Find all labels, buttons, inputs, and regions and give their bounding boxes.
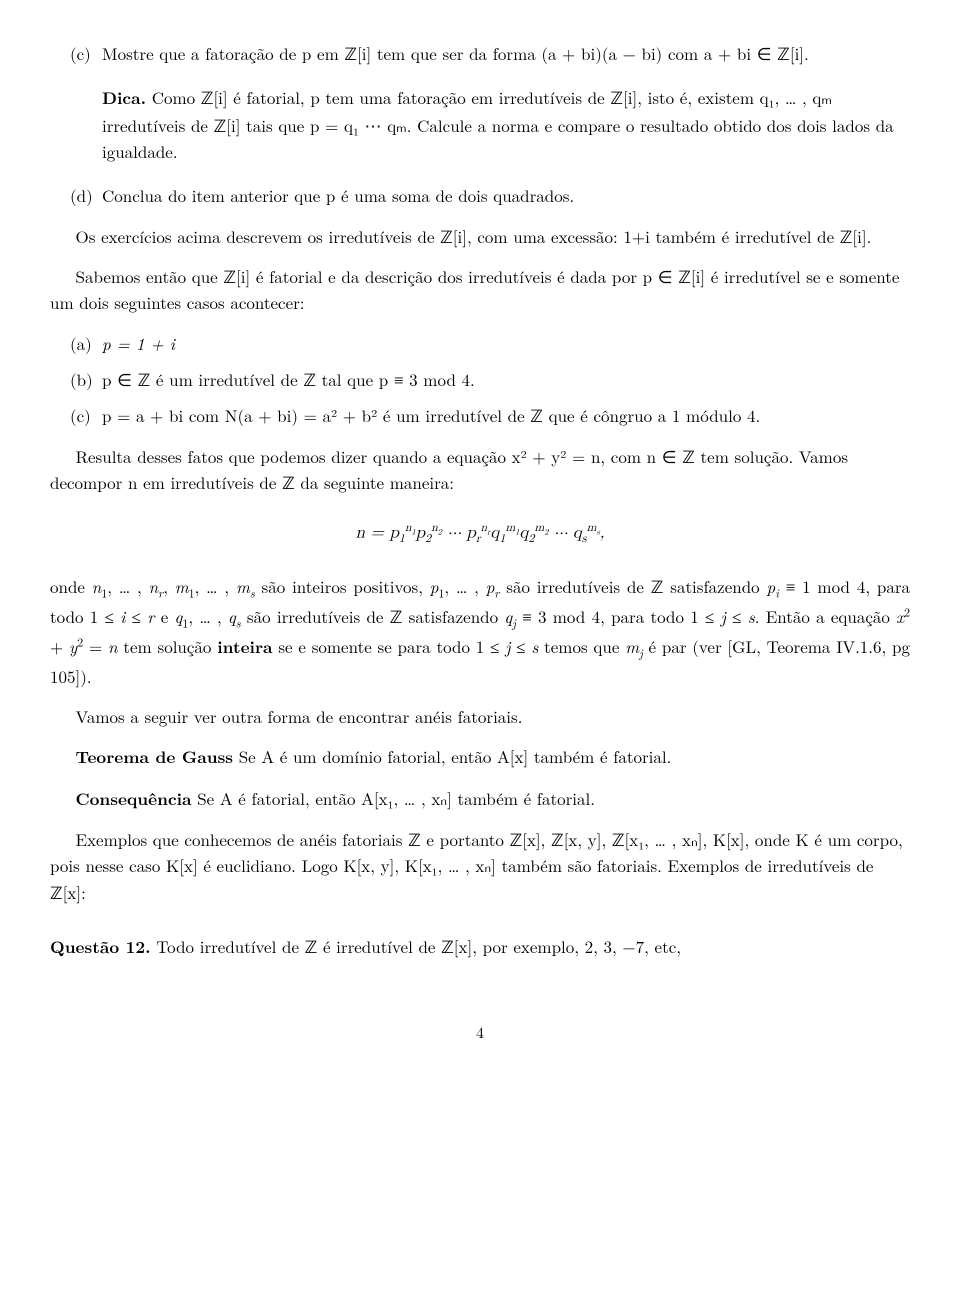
case-a-text: p = 1 + i — [102, 330, 910, 356]
exercise-item-c: (c) Mostre que a fatoração de p em ℤ[i] … — [50, 40, 910, 66]
case-b-text: p ∈ ℤ é um irredutível de ℤ tal que p ≡ … — [102, 366, 910, 392]
case-c: (c) p = a + bi com N(a + bi) = a² + b² é… — [50, 402, 910, 428]
q12-text: Todo irredutível de ℤ é irredutível de ℤ… — [156, 934, 681, 958]
item-c-text: Mostre que a fatoração de p em ℤ[i] tem … — [102, 41, 809, 65]
hint-label: Dica. — [102, 86, 146, 110]
paragraph-2: Sabemos então que ℤ[i] é fatorial e da d… — [50, 263, 910, 316]
paragraph-3: Resulta desses fatos que podemos dizer q… — [50, 443, 910, 496]
teorema-text: Se A é um domínio fatorial, então A[x] t… — [239, 744, 672, 768]
conseq-text: Se A é fatorial, então A[x₁, … , xₙ] tam… — [197, 786, 595, 810]
paragraph-5: Vamos a seguir ver outra forma de encont… — [50, 703, 910, 729]
teorema-label: Teorema de Gauss — [76, 745, 234, 769]
case-c-label: (c) — [70, 402, 102, 428]
teorema-gauss: Teorema de Gauss Se A é um domínio fator… — [50, 743, 910, 770]
paragraph-4: onde n1, … , nr, m1, … , ms são inteiros… — [50, 573, 910, 689]
item-d-text: Conclua do item anterior que p é uma som… — [102, 182, 910, 208]
page-number: 4 — [50, 1020, 910, 1045]
case-c-text: p = a + bi com N(a + bi) = a² + b² é um … — [102, 402, 910, 428]
hint-block-c: Dica. Como ℤ[i] é fatorial, p tem uma fa… — [50, 84, 910, 164]
case-b: (b) p ∈ ℤ é um irredutível de ℤ tal que … — [50, 366, 910, 392]
case-a: (a) p = 1 + i — [50, 330, 910, 356]
questao-12: Questão 12. Todo irredutível de ℤ é irre… — [50, 933, 910, 960]
paragraph-6: Exemplos que conhecemos de anéis fatoria… — [50, 826, 910, 905]
item-label-c: (c) — [70, 40, 102, 66]
item-label-d: (d) — [70, 182, 102, 208]
bold-inteira: inteira — [217, 635, 272, 659]
case-a-label: (a) — [70, 330, 102, 356]
consequencia: Consequência Se A é fatorial, então A[x₁… — [50, 785, 910, 812]
conseq-label: Consequência — [76, 787, 192, 811]
exercise-item-d: (d) Conclua do item anterior que p é uma… — [50, 182, 910, 208]
hint-text: Como ℤ[i] é fatorial, p tem uma fatoraçã… — [102, 85, 894, 163]
q12-label: Questão 12. — [50, 935, 151, 959]
display-equation-1: n = p1n1p2n2 ⋯ prnrq1m1q2m2 ⋯ qsms, — [50, 519, 910, 549]
item-content-c: Mostre que a fatoração de p em ℤ[i] tem … — [102, 40, 910, 66]
paragraph-1: Os exercícios acima descrevem os irredut… — [50, 223, 910, 249]
case-b-label: (b) — [70, 366, 102, 392]
